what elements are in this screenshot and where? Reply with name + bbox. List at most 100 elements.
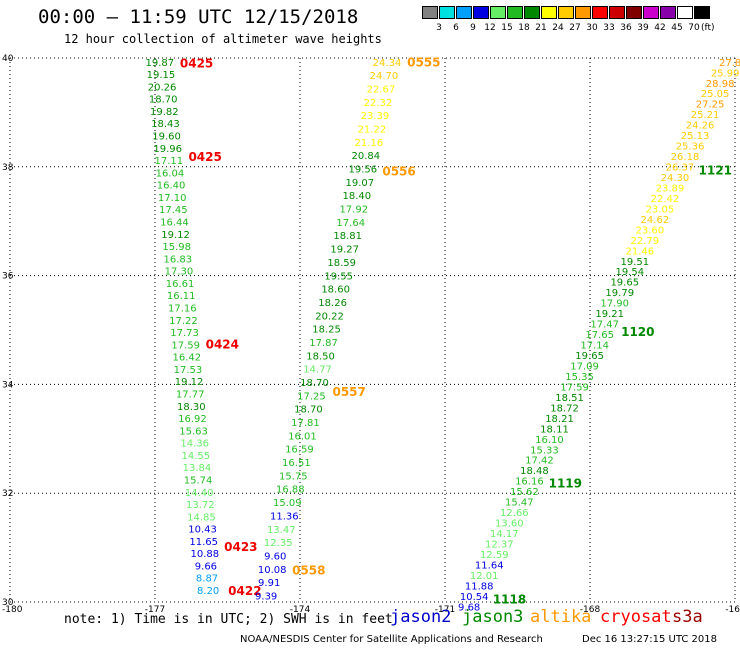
wave-height-value: 17.73	[170, 328, 199, 339]
legend-swatch	[439, 6, 455, 19]
legend-label: 33	[603, 23, 615, 33]
wave-height-value: 8.20	[197, 586, 219, 597]
legend-label: 21	[535, 23, 547, 33]
wave-height-value: 18.43	[151, 119, 180, 130]
wave-height-value: 9.39	[255, 591, 277, 602]
wave-height-value: 22.32	[364, 98, 393, 109]
wave-height-value: 19.07	[345, 178, 374, 189]
wave-height-value: 12.01	[470, 571, 499, 582]
wave-height-value: 23.60	[636, 225, 665, 236]
legend-label: 36	[620, 23, 632, 33]
wave-height-value: 17.30	[165, 267, 194, 278]
wave-height-value: 24.34	[373, 58, 402, 69]
wave-height-value: 27.8	[719, 58, 740, 69]
wave-height-value: 14.40	[185, 488, 214, 499]
wave-height-value: 25.21	[691, 110, 720, 121]
legend-label: 70	[688, 23, 700, 33]
wave-height-value: 18.21	[545, 414, 574, 425]
wave-height-value: 18.48	[520, 466, 549, 477]
generated-timestamp: Dec 16 13:27:15 UTC 2018	[582, 634, 717, 645]
wave-height-value: 19.60	[152, 132, 181, 143]
legend-swatch	[422, 6, 438, 19]
wave-height-value: 24.30	[661, 173, 690, 184]
wave-height-value: 15.47	[505, 498, 534, 509]
wave-height-value: 12.35	[264, 538, 293, 549]
wave-height-value: 14.55	[181, 451, 210, 462]
wave-height-value: 16.01	[288, 431, 317, 442]
wave-height-value: 10.88	[190, 549, 219, 560]
wave-height-value: 16.51	[282, 458, 311, 469]
wave-height-value: 18.51	[555, 393, 584, 404]
wave-height-value: 19.82	[150, 107, 179, 118]
wave-height-value: 18.25	[312, 325, 341, 336]
pass-time-label: 0557	[332, 385, 365, 399]
wave-height-value: 13.60	[495, 519, 524, 530]
wave-height-value: 14.36	[180, 439, 209, 450]
wave-height-value: 18.70	[149, 95, 178, 106]
wave-height-value: 12.66	[500, 508, 529, 519]
legend-label: 12	[484, 23, 496, 33]
wave-height-value: 21.16	[355, 138, 384, 149]
wave-height-value: 17.90	[600, 299, 629, 310]
legend-label: 39	[637, 23, 649, 33]
wave-height-value: 9.91	[258, 578, 280, 589]
wave-height-value: 18.30	[177, 402, 206, 413]
legend-swatch	[609, 6, 625, 19]
wave-height-value: 17.81	[291, 418, 320, 429]
wave-height-value: 16.04	[156, 168, 185, 179]
legend-swatch	[524, 6, 540, 19]
wave-height-value: 17.11	[155, 156, 184, 167]
wave-height-value: 16.61	[166, 279, 195, 290]
wave-height-value: 14.85	[187, 512, 216, 523]
wave-height-value: 16.44	[160, 218, 189, 229]
satellite-name-cryosat: cryosat	[600, 607, 672, 627]
page-title: 00:00 — 11:59 UTC 12/15/2018	[38, 6, 359, 28]
legend-swatch	[626, 6, 642, 19]
wave-height-value: 11.88	[465, 581, 494, 592]
wave-height-value: 8.87	[196, 574, 218, 585]
wave-height-value: 12.37	[485, 540, 514, 551]
lon-tick-label: -180	[2, 605, 23, 615]
lat-tick-label: 38	[2, 163, 14, 173]
lon-tick-label: -16	[725, 605, 740, 615]
wave-height-value: 20.84	[352, 151, 381, 162]
wave-height-value: 17.47	[590, 320, 619, 331]
legend-label: 9	[470, 23, 476, 33]
wave-height-value: 18.70	[294, 405, 323, 416]
pass-time-label: 1120	[621, 325, 654, 339]
legend-swatch	[575, 6, 591, 19]
wave-height-value: 9.60	[264, 551, 286, 562]
wave-height-value: 15.09	[273, 498, 302, 509]
wave-height-value: 10.43	[188, 525, 217, 536]
wave-height-value: 21.46	[626, 246, 655, 257]
pass-time-label: 1121	[699, 164, 732, 178]
lon-tick-label: -177	[145, 605, 165, 615]
satellite-name-jason2: jason2	[390, 607, 452, 627]
wave-height-value: 19.79	[605, 288, 634, 299]
wave-height-value: 14.77	[303, 365, 332, 376]
pass-time-label: 0422	[228, 584, 261, 598]
wave-height-value: 10.08	[258, 565, 287, 576]
wave-height-value: 19.21	[595, 309, 624, 320]
wave-height-value: 24.62	[641, 215, 670, 226]
legend-swatch	[473, 6, 489, 19]
wave-height-value: 18.50	[306, 351, 335, 362]
satellite-name-jason3: jason3	[462, 607, 524, 627]
wave-height-value: 16.10	[535, 435, 564, 446]
wave-height-value: 19.96	[153, 144, 182, 155]
wave-height-value: 17.92	[339, 205, 368, 216]
pass-time-label: 0425	[180, 56, 213, 70]
wave-height-value: 19.55	[324, 271, 353, 282]
wave-height-value: 17.09	[570, 361, 599, 372]
wave-height-value: 13.84	[183, 463, 212, 474]
legend-label: 18	[518, 23, 530, 33]
wave-height-value: 25.36	[676, 142, 705, 153]
wave-height-value: 16.42	[172, 353, 201, 364]
wave-height-value: 14.17	[490, 529, 519, 540]
legend-swatch	[507, 6, 523, 19]
wave-height-value: 21.22	[358, 125, 387, 136]
wave-height-value: 19.65	[610, 278, 639, 289]
lat-tick-label: 40	[2, 54, 14, 64]
wave-height-value: 11.64	[475, 560, 504, 571]
